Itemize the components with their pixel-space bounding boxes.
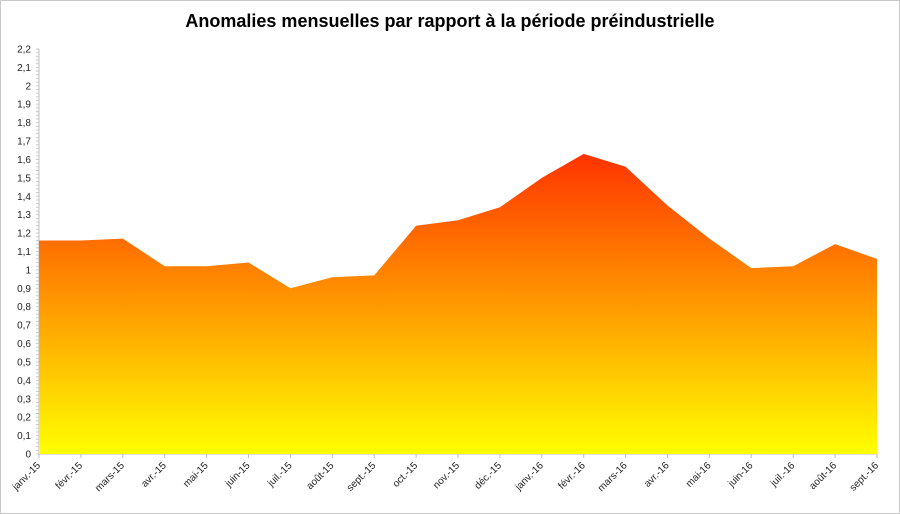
y-tick-label: 0,6: [17, 339, 31, 350]
x-tick-label: mars-16: [596, 460, 630, 494]
y-tick-label: 2: [25, 81, 31, 92]
y-tick-label: 0,9: [17, 284, 31, 295]
x-tick-label: août-16: [807, 460, 839, 492]
y-tick-label: 0,4: [17, 376, 31, 387]
y-tick-label: 0,1: [17, 431, 31, 442]
x-tick-label: juil.-16: [768, 460, 798, 490]
data-area: [39, 153, 877, 454]
y-tick-label: 1,8: [17, 118, 31, 129]
x-tick-label: févr.-16: [556, 460, 588, 492]
x-tick-label: déc.-15: [473, 460, 505, 492]
x-tick-label: nov.-15: [431, 460, 462, 491]
x-tick-label: juin-16: [726, 460, 756, 490]
y-tick-label: 1,5: [17, 173, 31, 184]
y-tick-label: 1,6: [17, 155, 31, 166]
y-tick-label: 2,1: [17, 63, 31, 74]
y-tick-label: 1: [25, 265, 31, 276]
x-tick-label: févr.-15: [54, 460, 86, 492]
y-axis: 0 0,1 0,2 0,3 0,4 0,5 0,6 0,7 0,8 0,9 1 1,1 1,2 1,3 1,…: [17, 45, 40, 461]
x-tick-label: sept.-16: [848, 460, 882, 494]
y-tick-label: 1,2: [17, 229, 31, 240]
x-tick-label: avr.-16: [642, 460, 672, 490]
x-tick-label: oct.-15: [391, 460, 421, 490]
x-tick-label: mai-15: [181, 460, 211, 490]
x-tick-label: juil.-15: [265, 460, 295, 490]
x-axis: janv.-15 févr.-15 mars-15 avr.-15 mai-15 juin…: [10, 453, 882, 494]
x-tick-label: mai-16: [684, 460, 714, 490]
x-tick-label: janv.-15: [10, 460, 43, 493]
x-tick-label: août-15: [305, 460, 337, 492]
y-tick-label: 1,3: [17, 210, 31, 221]
y-tick-label: 0: [25, 450, 31, 461]
x-tick-label: avr.-15: [139, 460, 169, 490]
y-tick-label: 2,2: [17, 45, 31, 56]
x-tick-label: sept.-15: [345, 460, 379, 494]
chart-title: Anomalies mensuelles par rapport à la pé…: [185, 11, 715, 31]
x-tick-label: janv.-16: [513, 460, 546, 493]
y-tick-label: 0,2: [17, 413, 31, 424]
y-tick-label: 1,9: [17, 100, 31, 111]
x-tick-label: juin-15: [223, 460, 253, 490]
x-tick-label: mars-15: [93, 460, 127, 494]
y-tick-label: 1,7: [17, 137, 31, 148]
y-tick-label: 1,1: [17, 247, 31, 258]
y-tick-label: 0,7: [17, 321, 31, 332]
y-tick-label: 0,3: [17, 394, 31, 405]
y-tick-label: 1,4: [17, 192, 31, 203]
y-tick-label: 0,8: [17, 302, 31, 313]
y-tick-label: 0,5: [17, 357, 31, 368]
